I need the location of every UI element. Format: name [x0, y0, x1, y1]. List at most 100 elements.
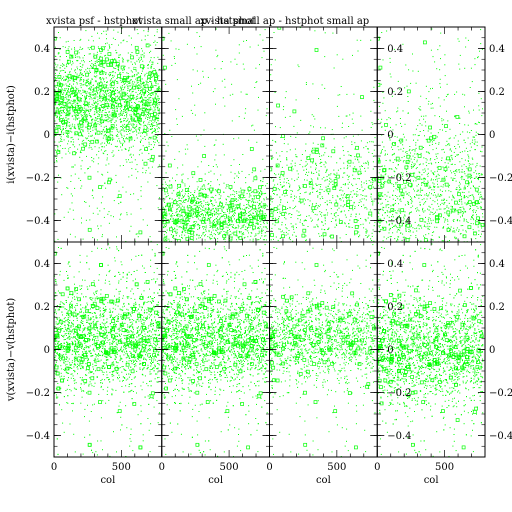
data-point — [240, 208, 242, 210]
data-point — [144, 91, 146, 93]
data-point — [296, 178, 298, 180]
data-point — [107, 121, 109, 123]
data-point — [250, 232, 252, 234]
data-point — [237, 217, 239, 219]
data-point — [311, 206, 316, 211]
data-point — [198, 84, 200, 85]
data-point — [77, 68, 78, 70]
data-point — [344, 223, 346, 225]
data-point — [117, 98, 119, 100]
data-point — [120, 118, 122, 120]
data-point — [311, 114, 313, 116]
data-point — [136, 104, 138, 106]
data-point — [245, 199, 247, 201]
data-point — [122, 40, 124, 42]
data-point — [64, 71, 66, 73]
data-point — [54, 55, 56, 57]
data-point — [275, 126, 276, 128]
data-point — [93, 158, 95, 160]
data-point — [105, 43, 106, 45]
data-point — [171, 64, 173, 66]
data-point — [280, 171, 285, 175]
data-point — [111, 97, 113, 99]
data-point — [74, 47, 75, 49]
data-point — [104, 72, 106, 74]
data-point — [274, 184, 276, 186]
data-point — [129, 121, 131, 123]
data-point — [316, 165, 317, 166]
data-point — [207, 76, 209, 78]
data-point — [226, 232, 228, 234]
data-point — [321, 215, 323, 217]
data-point — [164, 181, 166, 183]
data-point — [140, 75, 142, 77]
data-point — [105, 136, 110, 141]
data-point — [75, 107, 77, 108]
data-point — [249, 220, 251, 222]
data-point — [365, 228, 367, 230]
data-point — [316, 184, 318, 186]
data-point — [298, 189, 300, 191]
data-point — [317, 143, 319, 145]
data-point — [91, 119, 93, 121]
data-point — [152, 70, 157, 74]
data-point — [96, 53, 98, 55]
data-point — [228, 222, 230, 223]
data-point — [155, 101, 157, 103]
data-point — [156, 122, 157, 124]
data-point — [90, 64, 92, 66]
data-point — [156, 137, 158, 138]
data-point — [320, 166, 322, 167]
data-point — [359, 178, 360, 180]
data-point — [241, 170, 243, 172]
data-point — [92, 68, 93, 69]
data-point — [85, 103, 87, 105]
data-point — [222, 229, 223, 231]
data-point — [129, 100, 131, 102]
data-point — [140, 186, 142, 188]
data-point — [187, 178, 189, 180]
data-point — [56, 66, 58, 68]
data-point — [286, 194, 288, 196]
data-point — [344, 193, 345, 195]
data-point — [291, 226, 293, 228]
data-point — [154, 35, 156, 37]
data-point — [142, 98, 144, 100]
data-point — [181, 234, 183, 236]
data-point — [157, 95, 159, 97]
data-point — [213, 144, 215, 146]
data-point — [185, 228, 187, 230]
data-point — [323, 154, 325, 156]
data-point — [227, 225, 229, 227]
data-point — [104, 98, 106, 100]
data-point — [279, 127, 281, 129]
data-point — [223, 222, 225, 224]
data-point — [123, 39, 125, 41]
data-point — [326, 179, 328, 181]
data-point — [77, 50, 79, 52]
data-point — [240, 199, 242, 200]
data-point — [221, 216, 223, 218]
data-point — [342, 183, 344, 185]
data-point — [168, 32, 170, 34]
data-point — [54, 62, 56, 64]
data-point — [227, 217, 229, 219]
data-point — [62, 111, 64, 112]
data-point — [218, 184, 220, 186]
data-point — [77, 138, 79, 140]
data-point — [364, 218, 366, 220]
data-point — [90, 116, 91, 118]
data-point — [103, 105, 105, 107]
data-point — [321, 155, 323, 157]
data-point — [151, 128, 153, 130]
data-point — [234, 212, 236, 214]
data-point — [325, 162, 327, 164]
data-point — [94, 70, 96, 72]
data-point — [88, 53, 90, 55]
data-point — [58, 101, 63, 105]
data-point — [64, 80, 66, 81]
data-point — [93, 75, 95, 77]
data-point — [58, 112, 60, 114]
data-point — [261, 194, 263, 196]
data-point — [173, 202, 175, 204]
